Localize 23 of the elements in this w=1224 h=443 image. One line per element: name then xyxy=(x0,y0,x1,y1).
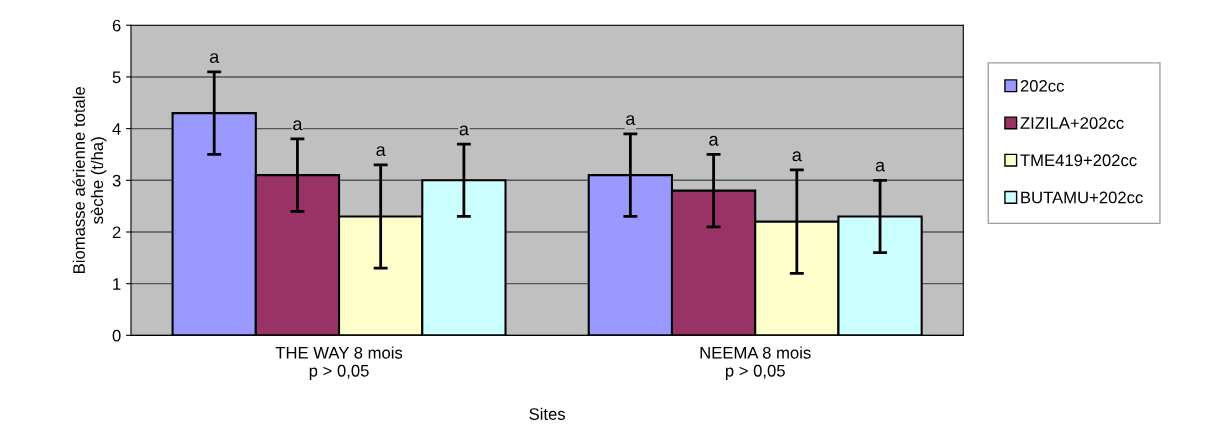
x-axis-title: Sites xyxy=(529,407,566,420)
annotation: a xyxy=(709,135,719,146)
legend-label: ZIZILA+202cc xyxy=(1020,117,1124,129)
x-tick-label: THE WAY 8 mois p > 0,05 xyxy=(275,346,403,380)
y-tick-label: 6 xyxy=(112,19,121,32)
annotation: a xyxy=(626,115,636,126)
y-tick-label: 2 xyxy=(112,226,121,239)
legend-label: 202cc xyxy=(1020,79,1064,92)
y-tick-label: 4 xyxy=(112,123,121,135)
annotation: a xyxy=(293,120,303,131)
annotation: a xyxy=(459,125,469,136)
legend-label: BUTAMU+202cc xyxy=(1021,191,1143,204)
legend-label: TME419+202cc xyxy=(1020,154,1137,167)
y-tick-label: 3 xyxy=(112,174,121,187)
annotation: a xyxy=(792,151,802,162)
annotation: a xyxy=(209,53,220,64)
y-tick-label: 1 xyxy=(113,278,121,290)
y-tick-label: 0 xyxy=(112,329,121,342)
y-tick-label: 5 xyxy=(112,71,121,84)
y-axis-title: Biomasse aérienne totale sèche (t/ha) xyxy=(72,87,107,273)
annotation: a xyxy=(376,146,386,157)
annotation: a xyxy=(875,161,886,172)
x-tick-label: NEEMA 8 mois p > 0,05 xyxy=(700,346,811,380)
